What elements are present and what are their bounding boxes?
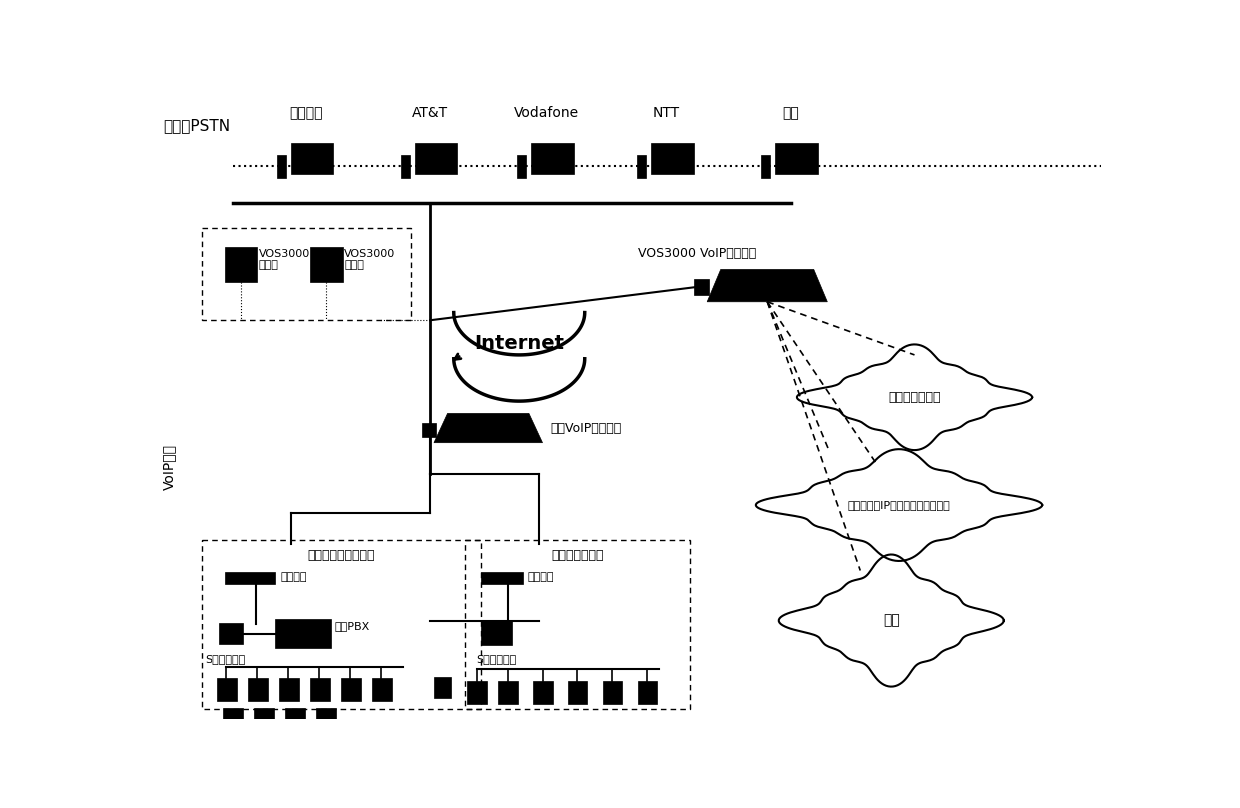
Bar [533, 680, 553, 704]
Bar [223, 708, 243, 730]
Bar [316, 708, 336, 730]
Text: VOS3000
代理商: VOS3000 代理商 [345, 249, 396, 270]
Bar [254, 708, 274, 730]
Bar [248, 678, 268, 701]
Text: 网络电话运营商: 网络电话运营商 [551, 549, 604, 562]
Bar [465, 540, 689, 709]
Bar [285, 708, 305, 730]
Bar [414, 143, 458, 174]
Bar [651, 143, 693, 174]
Text: 宽带接入: 宽带接入 [527, 572, 553, 582]
Text: VoIP网络: VoIP网络 [162, 444, 176, 490]
Bar [775, 143, 817, 174]
Bar [310, 678, 330, 701]
Bar [279, 678, 299, 701]
Bar [761, 154, 770, 178]
Text: VOS3000
管理员: VOS3000 管理员 [259, 249, 310, 270]
Bar [275, 619, 331, 648]
Text: 中国电信: 中国电信 [289, 106, 322, 120]
Text: Vodafone: Vodafone [513, 106, 579, 120]
Text: S口语音网关: S口语音网关 [206, 654, 246, 663]
Bar [218, 623, 243, 645]
Text: Internet: Internet [474, 334, 564, 353]
Bar [341, 678, 361, 701]
Bar [217, 678, 237, 701]
Polygon shape [707, 269, 827, 301]
Bar [481, 572, 523, 584]
Polygon shape [434, 414, 543, 443]
Text: 运营商PSTN: 运营商PSTN [162, 119, 229, 133]
Bar [467, 680, 486, 704]
Bar [372, 678, 392, 701]
Bar [224, 247, 258, 282]
Bar [224, 572, 275, 584]
Text: S口语音网关: S口语音网关 [476, 654, 517, 663]
Text: 其他: 其他 [883, 613, 900, 628]
Bar [603, 680, 622, 704]
Bar [481, 621, 511, 646]
Bar [201, 540, 481, 709]
Text: 呼叫中心，IP企业总机等增值服务: 呼叫中心，IP企业总机等增值服务 [848, 500, 950, 510]
Text: 全球卡业务平台: 全球卡业务平台 [888, 391, 941, 404]
Bar [637, 154, 646, 178]
Bar [568, 680, 588, 704]
Bar [517, 154, 526, 178]
Text: NTT: NTT [653, 106, 680, 120]
Bar [434, 677, 451, 698]
Text: VOS3000 VoIP运营平台: VOS3000 VoIP运营平台 [639, 247, 756, 260]
Text: 其他: 其他 [782, 106, 799, 120]
Text: 其他VoIP运营平台: 其他VoIP运营平台 [551, 422, 621, 435]
Bar [401, 154, 410, 178]
Bar [531, 143, 573, 174]
Text: 宽带接入: 宽带接入 [280, 572, 308, 582]
Bar [310, 247, 342, 282]
Text: 大型企业和行业用户: 大型企业和行业用户 [308, 549, 374, 562]
Bar [637, 680, 657, 704]
Bar [498, 680, 518, 704]
Bar [423, 423, 436, 436]
Text: AT&T: AT&T [412, 106, 448, 120]
Text: 总机PBX: 总机PBX [335, 621, 370, 631]
Bar [277, 154, 286, 178]
Bar [693, 280, 709, 295]
Bar [290, 143, 334, 174]
Bar [201, 228, 410, 320]
